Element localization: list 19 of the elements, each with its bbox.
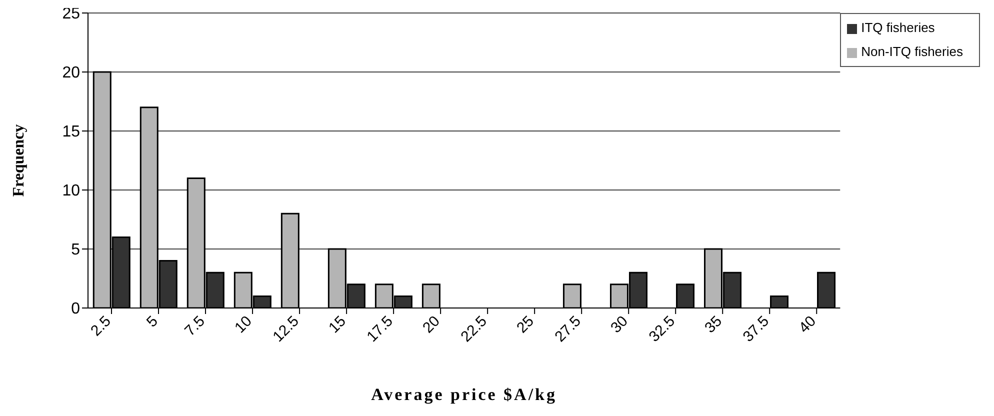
y-tick-label: 10	[62, 182, 80, 200]
legend-label: ITQ fisheries	[861, 20, 935, 35]
x-tick-label: 40	[796, 312, 820, 337]
y-axis-title: Frequency	[10, 124, 28, 197]
x-tick-label: 7.5	[182, 312, 208, 340]
x-tick-label: 15	[326, 312, 350, 337]
y-tick-label: 5	[71, 242, 80, 259]
y-tick-label: 20	[62, 64, 80, 82]
x-tick-label: 10	[232, 312, 256, 337]
x-tick-label: 20	[420, 312, 444, 337]
y-tick-label: 0	[71, 300, 80, 318]
x-tick-label: 5	[143, 312, 162, 331]
x-tick-label: 2.5	[88, 312, 114, 340]
x-tick-label: 30	[608, 312, 632, 337]
y-tick-label: 15	[62, 124, 80, 141]
legend-label: Non-ITQ fisheries	[861, 44, 963, 59]
x-tick-label: 35	[702, 312, 726, 337]
x-axis-title: Average price $A/kg	[371, 385, 558, 404]
x-tick-label: 25	[514, 312, 538, 337]
